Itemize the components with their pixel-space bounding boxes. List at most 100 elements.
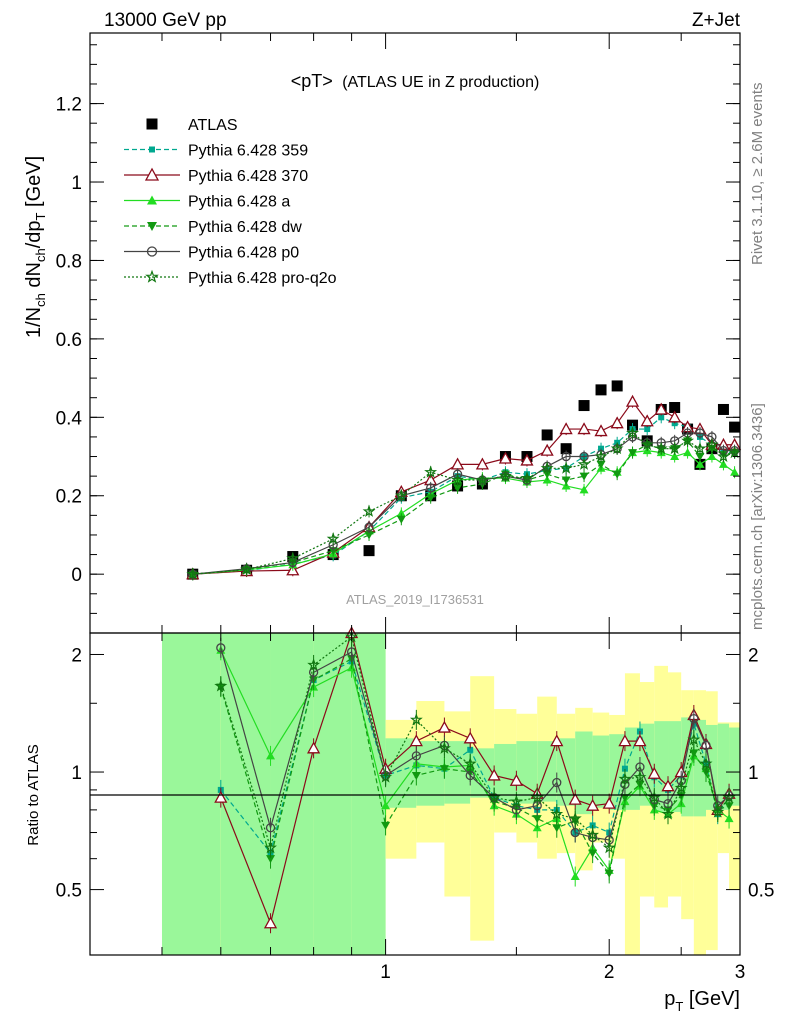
ratio-data-point — [509, 773, 523, 786]
main-data-point — [453, 484, 463, 493]
main-data-point — [705, 438, 719, 451]
main-data-point — [498, 451, 513, 464]
ratio-panel-series — [214, 626, 736, 934]
main-data-point — [396, 508, 406, 517]
main-data-point — [328, 547, 338, 556]
ratio-data-point — [346, 647, 357, 657]
main-data-point — [542, 470, 552, 479]
main-series-line — [192, 432, 735, 575]
main-y-axis-label: 1/Nch dNch/dpT [GeV] — [23, 156, 48, 338]
ratio-panel-frame — [89, 632, 741, 956]
ratio-data-point — [411, 771, 421, 780]
legend-marker — [146, 118, 158, 130]
x-tick-label: 2 — [604, 962, 615, 983]
ratio-data-point — [699, 757, 713, 770]
main-data-point — [594, 449, 608, 463]
axes-ticks: 0 0.2 0.4 0.6 0.8 1 1.2 1 2 3 0.5 0.5 1 1 2 2 — [56, 33, 774, 983]
ratio-series-line — [220, 630, 730, 926]
main-series-line — [192, 432, 735, 575]
main-data-point — [640, 438, 654, 451]
ratio-data-point — [409, 734, 423, 747]
ratio-band-yellow — [624, 673, 640, 955]
ratio-band-yellow — [706, 691, 718, 951]
rivet-label: Rivet 3.1.10, ≥ 2.6M events — [749, 83, 766, 266]
main-data-point — [540, 443, 554, 456]
ratio-data-point — [552, 777, 562, 788]
header-left: 13000 GeV pp — [104, 10, 227, 31]
mcplots-label: mcplots.cern.ch [arXiv:1306.3436] — [749, 403, 766, 630]
ratio-data-point — [216, 643, 226, 653]
ratio-data-point — [532, 815, 542, 824]
legend-label: Pythia 6.428 a — [188, 194, 290, 211]
ratio-data-point — [722, 790, 736, 804]
ratio-y-tick-label: 2 — [71, 645, 82, 666]
main-data-point — [424, 465, 438, 478]
main-y-tick-label: 0.4 — [56, 408, 83, 429]
ratio-data-point — [618, 734, 632, 747]
ratio-data-point — [381, 821, 391, 830]
ratio-data-point — [409, 713, 423, 726]
ratio-y-tick-label-right: 2 — [748, 645, 759, 666]
main-data-point — [579, 472, 589, 481]
plot-title-sub: (ATLAS UE in Z production) — [342, 74, 539, 91]
main-data-point — [499, 469, 512, 482]
main-data-point — [475, 473, 489, 486]
ratio-data-point — [586, 798, 600, 811]
ratio-data-point — [687, 732, 701, 746]
ratio-band-green — [351, 633, 386, 955]
ratio-data-point — [530, 790, 544, 804]
ratio-data-point — [711, 805, 725, 818]
main-data-point — [286, 551, 300, 564]
main-data-point — [626, 426, 640, 439]
main-data-point — [669, 402, 681, 414]
ratio-band-green — [494, 743, 517, 802]
main-data-point — [578, 400, 590, 412]
main-data-point — [364, 522, 374, 532]
main-data-point — [730, 467, 740, 476]
ratio-data-point — [568, 792, 582, 805]
ratio-data-point — [701, 740, 711, 751]
ratio-band-green — [444, 741, 471, 804]
ratio-data-point — [586, 828, 600, 841]
legend-marker — [145, 269, 159, 283]
ratio-data-point — [411, 751, 421, 761]
ratio-data-point — [550, 807, 564, 820]
ratio-data-point — [509, 794, 523, 808]
ratio-uncertainty-bands — [161, 633, 740, 955]
main-data-point — [610, 441, 624, 455]
legend-marker — [146, 246, 158, 257]
ratio-y-tick-label: 0.5 — [56, 881, 82, 902]
ratio-data-point — [604, 869, 614, 878]
ratio-band-green — [717, 723, 730, 810]
ratio-data-point — [661, 807, 675, 820]
ratio-data-point — [307, 658, 321, 671]
legend-marker — [149, 146, 155, 153]
main-data-point — [520, 471, 534, 484]
main-y-tick-label: 0.6 — [56, 330, 82, 351]
main-data-point — [541, 429, 553, 441]
main-series-line — [192, 440, 735, 575]
main-data-point — [362, 504, 376, 517]
ratio-band-green — [537, 741, 557, 802]
main-data-point — [559, 461, 573, 474]
ratio-data-point — [265, 823, 276, 833]
main-y-tick-label: 1 — [71, 173, 82, 194]
main-data-point — [640, 414, 654, 427]
ratio-data-point — [602, 796, 616, 809]
main-data-point — [612, 470, 622, 479]
main-data-point — [683, 448, 693, 457]
main-data-point — [695, 453, 705, 462]
main-data-point — [695, 459, 705, 468]
ratio-data-point — [618, 772, 632, 785]
main-data-point — [610, 416, 624, 429]
ratio-data-point — [307, 741, 321, 754]
main-data-point — [596, 460, 606, 469]
main-data-point — [718, 459, 728, 468]
ratio-data-point — [266, 751, 276, 760]
plot-title-main: <pT> — [291, 71, 333, 91]
header-right: Z+Jet — [692, 10, 741, 31]
ratio-data-point — [689, 713, 699, 724]
ratio-y-axis-label: Ratio to ATLAS — [25, 744, 42, 845]
legend-label: Pythia 6.428 dw — [188, 219, 302, 236]
